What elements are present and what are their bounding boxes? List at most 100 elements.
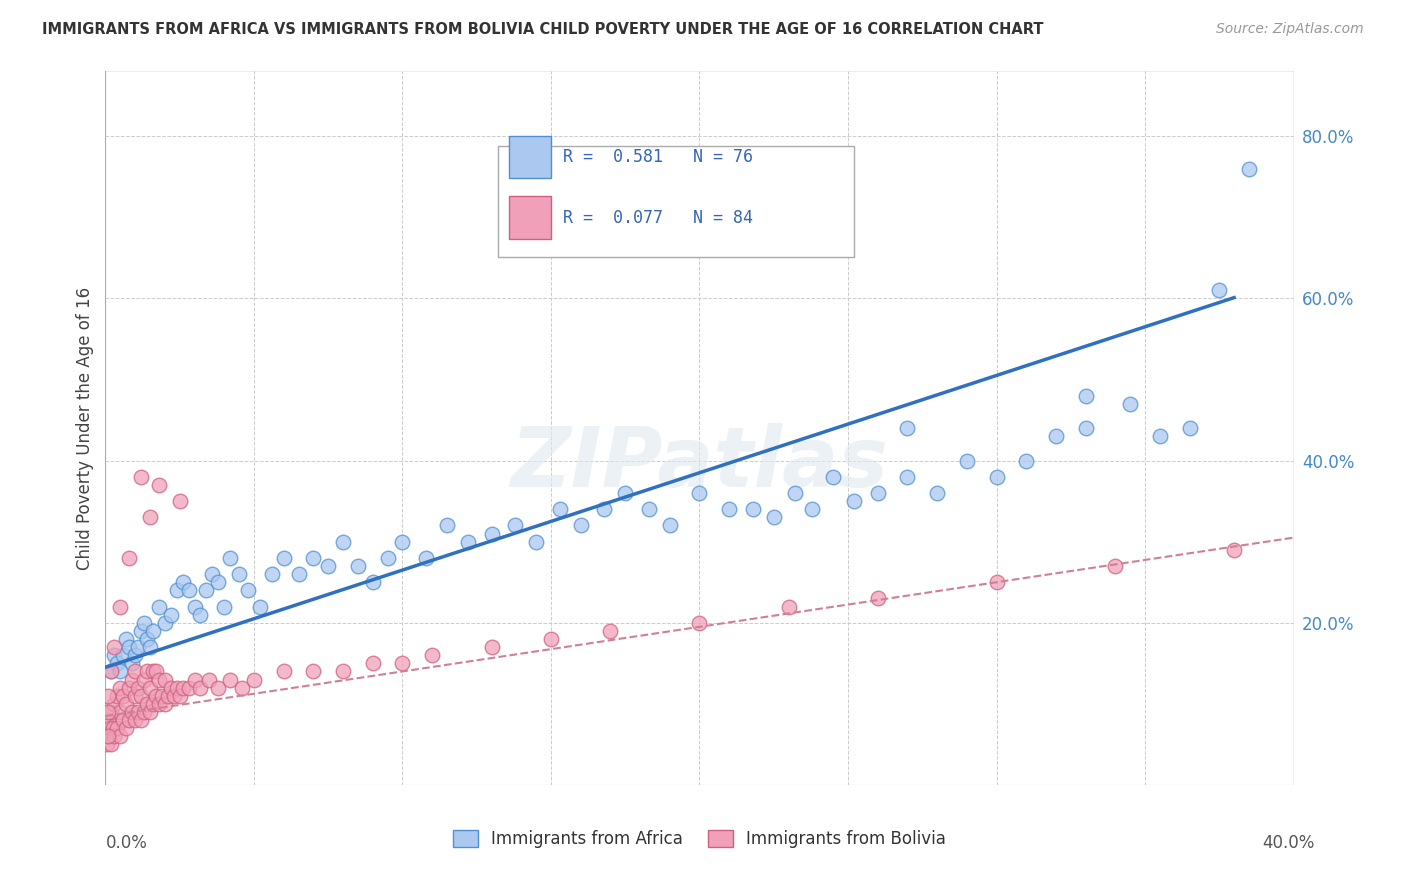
Point [778,599,800,614]
Point [1104,559,1126,574]
Point [658,518,681,533]
Point [436,518,458,533]
Point [548,502,571,516]
Point [105,689,128,703]
Point [866,591,889,606]
Point [132,673,155,687]
Point [110,665,132,679]
Point [129,624,152,638]
Text: 40.0%: 40.0% [1263,834,1315,852]
Point [112,713,135,727]
Point [524,534,547,549]
Point [118,640,141,654]
Point [97,729,120,743]
Point [101,721,124,735]
Point [166,583,188,598]
Point [986,470,1008,484]
Point [347,559,370,574]
Point [110,729,132,743]
Point [273,550,295,565]
Point [153,697,176,711]
Point [121,657,143,671]
Point [236,583,259,598]
Point [163,689,186,703]
Point [177,681,200,695]
Point [1074,421,1097,435]
Point [273,665,295,679]
Point [136,632,159,646]
Point [927,486,949,500]
Point [127,705,149,719]
Point [177,583,200,598]
Point [103,697,125,711]
Point [505,518,527,533]
Legend: Immigrants from Africa, Immigrants from Bolivia: Immigrants from Africa, Immigrants from … [446,823,953,855]
Point [1015,453,1038,467]
Point [124,689,146,703]
Point [207,575,229,590]
Point [124,713,146,727]
Point [332,534,354,549]
Point [1178,421,1201,435]
Point [129,713,152,727]
Point [457,534,479,549]
Point [121,673,143,687]
Text: ZIPatlas: ZIPatlas [510,424,889,504]
Point [896,421,918,435]
Point [132,615,155,630]
Point [97,705,120,719]
Point [142,665,165,679]
FancyBboxPatch shape [509,136,551,178]
Point [1119,397,1142,411]
Point [150,689,173,703]
Point [214,599,236,614]
Point [302,550,325,565]
Point [801,502,824,516]
Point [118,713,141,727]
Point [183,599,205,614]
Point [103,729,125,743]
Point [599,624,621,638]
Point [100,665,122,679]
Point [129,689,152,703]
Point [100,665,122,679]
Point [148,599,170,614]
Point [316,559,339,574]
Point [172,575,194,590]
Point [190,607,212,622]
Point [145,665,167,679]
Y-axis label: Child Poverty Under the Age of 16: Child Poverty Under the Age of 16 [76,286,94,570]
Point [332,665,354,679]
Point [689,615,711,630]
Point [156,689,179,703]
Point [169,689,191,703]
Point [132,705,155,719]
Point [219,550,242,565]
Point [159,681,181,695]
Point [139,681,162,695]
Point [103,648,125,663]
Point [148,673,170,687]
Point [115,632,138,646]
Point [127,681,149,695]
Point [142,697,165,711]
Point [198,673,221,687]
Point [115,697,138,711]
Point [1045,429,1067,443]
Point [105,721,128,735]
Point [190,681,212,695]
Point [1237,161,1260,176]
Point [110,705,132,719]
Point [207,681,229,695]
Text: Source: ZipAtlas.com: Source: ZipAtlas.com [1216,22,1364,37]
Point [97,729,120,743]
Point [100,738,122,752]
Point [361,575,384,590]
Point [842,494,865,508]
Point [569,518,592,533]
FancyBboxPatch shape [509,196,551,239]
Point [866,486,889,500]
Point [481,526,503,541]
Point [136,665,159,679]
Point [97,689,120,703]
